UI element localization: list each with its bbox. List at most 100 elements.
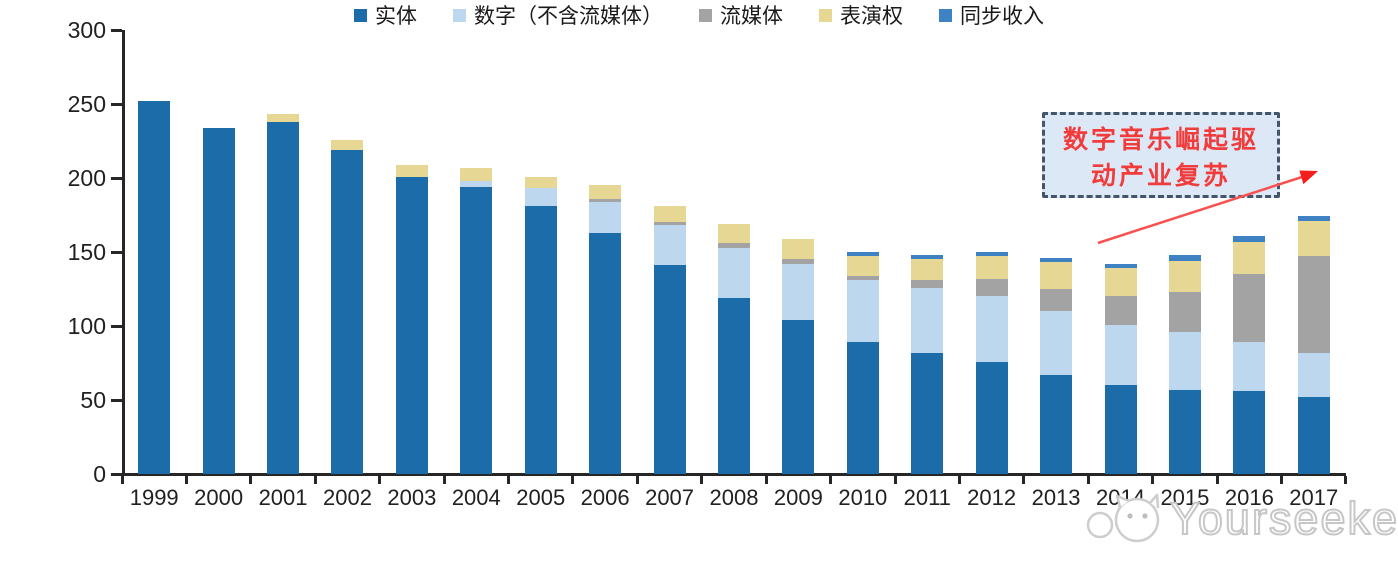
x-axis-tick-label: 2013 bbox=[1031, 485, 1081, 510]
bar-segment-2015-s1 bbox=[1168, 331, 1201, 390]
watermark: Yourseeker bbox=[1084, 489, 1398, 549]
chart-legend: 实体 数字（不含流媒体） 流媒体 表演权 同步收入 bbox=[0, 0, 1398, 30]
legend-label: 流媒体 bbox=[720, 5, 783, 28]
x-axis-tick bbox=[893, 476, 897, 484]
bar-segment-2002-s0 bbox=[331, 149, 364, 474]
x-axis-tick bbox=[957, 476, 961, 484]
legend-item-s4: 同步收入 bbox=[939, 0, 1044, 30]
bar-segment-2011-s2 bbox=[911, 280, 944, 288]
bar-segment-2017-s2 bbox=[1297, 256, 1330, 353]
x-axis-tick bbox=[184, 476, 188, 484]
bar-segment-2010-s0 bbox=[846, 342, 879, 474]
x-axis-tick-label: 1999 bbox=[129, 485, 179, 510]
y-axis-tick bbox=[111, 176, 122, 180]
bar-segment-2000-s0 bbox=[202, 127, 235, 474]
bar-segment-2008-s1 bbox=[717, 247, 750, 298]
x-axis-line bbox=[122, 473, 1346, 476]
bar-segment-2004-s0 bbox=[460, 186, 493, 474]
x-axis-tick-label: 2000 bbox=[194, 485, 244, 510]
bar-segment-2006-s0 bbox=[589, 232, 622, 474]
bar-segment-2009-s0 bbox=[782, 320, 815, 474]
x-axis-tick-label: 2012 bbox=[967, 485, 1017, 510]
bar-segment-2014-s4 bbox=[1104, 263, 1137, 269]
bar-segment-2005-s1 bbox=[524, 188, 557, 207]
bar-segment-2017-s3 bbox=[1297, 220, 1330, 257]
legend-label: 实体 bbox=[375, 5, 417, 28]
bar-segment-2005-s3 bbox=[524, 176, 557, 189]
bar-segment-2010-s2 bbox=[846, 275, 879, 281]
bar-segment-2011-s0 bbox=[911, 352, 944, 474]
x-axis-tick bbox=[378, 476, 382, 484]
x-axis-tick bbox=[313, 476, 317, 484]
bar-segment-2001-s3 bbox=[267, 114, 300, 122]
x-axis-tick bbox=[1344, 476, 1348, 484]
bar-segment-2015-s4 bbox=[1168, 254, 1201, 261]
y-axis-tick-label: 200 bbox=[67, 165, 106, 191]
bar-segment-1999-s0 bbox=[138, 101, 171, 474]
x-axis-tick-label: 2007 bbox=[645, 485, 695, 510]
bar-segment-2011-s3 bbox=[911, 259, 944, 281]
bar-segment-2013-s3 bbox=[1040, 262, 1073, 289]
x-axis-tick bbox=[700, 476, 704, 484]
bar-segment-2005-s0 bbox=[524, 206, 557, 474]
x-axis-tick-label: 2015 bbox=[1160, 485, 1210, 510]
bar-segment-2007-s1 bbox=[653, 225, 686, 266]
bar-segment-2011-s4 bbox=[911, 254, 944, 260]
bar-segment-2010-s3 bbox=[846, 256, 879, 276]
legend-label: 数字（不含流媒体） bbox=[474, 5, 663, 28]
y-axis-tick bbox=[111, 102, 122, 106]
y-axis-tick-label: 0 bbox=[93, 461, 106, 487]
legend-item-s0: 实体 bbox=[354, 0, 417, 30]
bar-segment-2001-s0 bbox=[267, 121, 300, 474]
x-axis-tick bbox=[249, 476, 253, 484]
x-axis-tick-label: 2008 bbox=[709, 485, 759, 510]
bar-segment-2007-s0 bbox=[653, 265, 686, 474]
legend-swatch-icon bbox=[939, 8, 952, 22]
x-axis-tick bbox=[120, 476, 124, 484]
x-axis-tick-label: 2002 bbox=[322, 485, 372, 510]
y-axis-tick-label: 50 bbox=[80, 387, 106, 413]
bar-segment-2003-s0 bbox=[395, 176, 428, 474]
bar-segment-2015-s0 bbox=[1168, 389, 1201, 474]
bar-segment-2002-s3 bbox=[331, 139, 364, 150]
x-axis-tick-label: 2009 bbox=[773, 485, 823, 510]
x-axis-tick bbox=[1086, 476, 1090, 484]
x-axis-tick-label: 2004 bbox=[451, 485, 501, 510]
bar-segment-2010-s1 bbox=[846, 280, 879, 343]
legend-item-s1: 数字（不含流媒体） bbox=[453, 0, 663, 30]
bar-segment-2004-s1 bbox=[460, 180, 493, 187]
legend-swatch-icon bbox=[819, 8, 832, 22]
legend-item-s3: 表演权 bbox=[819, 0, 903, 30]
x-axis-tick bbox=[764, 476, 768, 484]
x-axis-tick-label: 2001 bbox=[258, 485, 308, 510]
bar-segment-2007-s2 bbox=[653, 222, 686, 226]
bar-segment-2016-s3 bbox=[1233, 241, 1266, 275]
bar-segment-2013-s2 bbox=[1040, 289, 1073, 312]
x-axis-tick bbox=[635, 476, 639, 484]
bar-segment-2014-s1 bbox=[1104, 324, 1137, 386]
bar-segment-2008-s0 bbox=[717, 297, 750, 474]
bar-segment-2010-s4 bbox=[846, 252, 879, 257]
bar-segment-2013-s0 bbox=[1040, 374, 1073, 474]
y-axis-tick bbox=[111, 28, 122, 32]
bar-segment-2014-s3 bbox=[1104, 268, 1137, 297]
y-axis-line bbox=[122, 30, 125, 476]
legend-swatch-icon bbox=[453, 8, 466, 22]
annotation-line-1: 数字音乐崛起驱 bbox=[1062, 126, 1259, 154]
bar-segment-2009-s2 bbox=[782, 259, 815, 264]
x-axis-tick bbox=[442, 476, 446, 484]
x-axis-tick-label: 2006 bbox=[580, 485, 630, 510]
bar-segment-2012-s1 bbox=[975, 296, 1008, 362]
bar-segment-2017-s4 bbox=[1297, 216, 1330, 221]
bar-segment-2015-s2 bbox=[1168, 291, 1201, 332]
y-axis-tick bbox=[111, 324, 122, 328]
legend-label: 表演权 bbox=[840, 5, 903, 28]
bar-segment-2016-s2 bbox=[1233, 274, 1266, 343]
bar-segment-2006-s3 bbox=[589, 185, 622, 199]
y-axis-tick-label: 100 bbox=[67, 313, 106, 339]
bar-segment-2009-s1 bbox=[782, 263, 815, 321]
bar-segment-2008-s3 bbox=[717, 223, 750, 244]
bar-segment-2012-s2 bbox=[975, 278, 1008, 297]
bar-segment-2013-s1 bbox=[1040, 311, 1073, 375]
